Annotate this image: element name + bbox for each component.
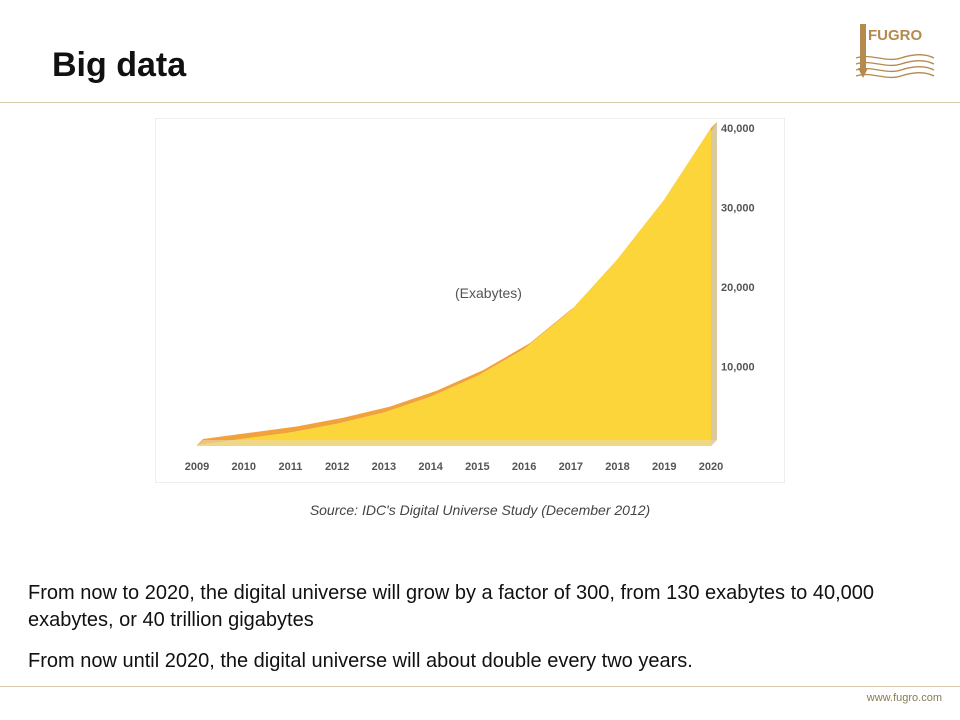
logo-wordmark: FUGRO xyxy=(868,27,922,44)
area-side-face xyxy=(711,122,717,446)
footer-url: www.fugro.com xyxy=(866,692,942,704)
slide-title: Big data xyxy=(52,46,187,84)
header-divider xyxy=(0,102,960,103)
y-tick-label-20000: 20,000 xyxy=(721,282,755,294)
x-tick-label-2014: 2014 xyxy=(418,461,443,473)
x-tick-label-2010: 2010 xyxy=(231,461,255,473)
y-tick-label-40000: 40,000 xyxy=(721,123,755,135)
x-tick-label-2020: 2020 xyxy=(699,461,723,473)
area-floor xyxy=(197,440,717,446)
paragraph-doubling: From now until 2020, the digital univers… xyxy=(28,650,693,672)
footer-divider xyxy=(0,686,960,687)
y-tick-label-30000: 30,000 xyxy=(721,203,755,215)
source-caption: Source: IDC's Digital Universe Study (De… xyxy=(309,502,651,518)
x-tick-label-2012: 2012 xyxy=(325,461,349,473)
x-tick-label-2015: 2015 xyxy=(465,461,489,473)
x-tick-label-2013: 2013 xyxy=(372,461,396,473)
x-tick-label-2019: 2019 xyxy=(652,461,676,473)
x-tick-label-2009: 2009 xyxy=(185,461,209,473)
x-tick-label-2017: 2017 xyxy=(559,461,583,473)
x-tick-label-2011: 2011 xyxy=(279,461,303,473)
exabytes-area-chart: 2009 2010 2011 2012 2013 2014 2015 2016 2017 2018… xyxy=(155,118,785,483)
unit-annotation: (Exabytes) xyxy=(455,285,522,301)
y-tick-label-10000: 10,000 xyxy=(721,362,755,374)
area-series-fill xyxy=(197,128,711,446)
x-tick-label-2016: 2016 xyxy=(512,461,536,473)
paragraph-growth-factor: From now to 2020, the digital universe w… xyxy=(28,582,875,631)
fugro-logo: FUGRO xyxy=(855,24,935,79)
x-tick-label-2018: 2018 xyxy=(605,461,629,473)
